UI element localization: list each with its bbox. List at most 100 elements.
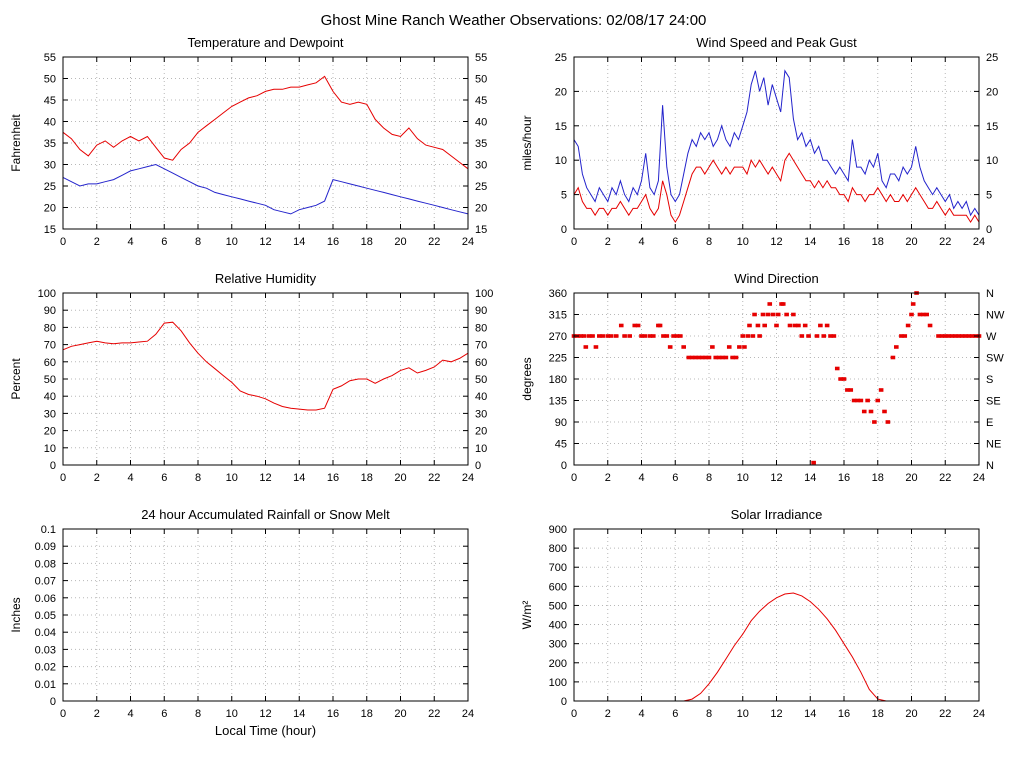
y-tick-label-right: 5 xyxy=(986,190,992,202)
x-tick-label: 0 xyxy=(60,472,66,484)
y-tick-label: 60 xyxy=(44,357,56,369)
y-tick-label-right: 15 xyxy=(986,121,998,133)
x-tick-label: 18 xyxy=(361,472,373,484)
x-tick-label: 8 xyxy=(706,708,712,720)
y-axis-label: degrees xyxy=(520,357,534,400)
y-tick-label-right: 80 xyxy=(475,322,487,334)
y-tick-label: 270 xyxy=(549,331,567,343)
y-tick-label: 800 xyxy=(549,543,567,555)
y-tick-label-right: 15 xyxy=(475,224,487,236)
y-tick-label: 600 xyxy=(549,581,567,593)
x-tick-label: 14 xyxy=(293,708,305,720)
x-tick-label: 16 xyxy=(327,708,339,720)
x-tick-label: 24 xyxy=(462,472,474,484)
x-tick-label: 0 xyxy=(60,708,66,720)
y-tick-label: 35 xyxy=(44,138,56,150)
y-tick-label: 20 xyxy=(555,86,567,98)
y-tick-label-right: 35 xyxy=(475,138,487,150)
x-tick-label: 14 xyxy=(293,472,305,484)
x-tick-label: 20 xyxy=(905,708,917,720)
x-tick-label: 10 xyxy=(737,472,749,484)
x-tick-label: 8 xyxy=(195,708,201,720)
x-tick-label: 22 xyxy=(939,236,951,248)
series-temperature xyxy=(62,75,469,170)
x-tick-label: 18 xyxy=(872,236,884,248)
x-tick-label: 14 xyxy=(804,472,816,484)
y-tick-label: 0 xyxy=(50,696,56,708)
plot-solar-irradiance: 0 2 4 6 8 10 12 14 16 18 20 22 240100200300400500600… xyxy=(520,507,985,720)
y-tick-label: 225 xyxy=(549,353,567,365)
y-tick-label: 70 xyxy=(44,340,56,352)
x-tick-label: 22 xyxy=(428,236,440,248)
charts-grid: 0 2 4 6 8 10 12 14 16 18 20 22 24 15 15 20 20 25 25 30 30 35 3… xyxy=(0,33,1027,741)
y-tick-label-right: 100 xyxy=(475,288,493,300)
compass-label: SE xyxy=(986,396,1001,408)
y-tick-label: 900 xyxy=(549,524,567,536)
compass-label: N xyxy=(986,288,994,300)
x-tick-label: 6 xyxy=(161,472,167,484)
compass-label: NW xyxy=(986,310,1005,322)
y-tick-label: 315 xyxy=(549,310,567,322)
series-humidity xyxy=(62,321,469,411)
y-tick-label-right: 90 xyxy=(475,305,487,317)
y-tick-label: 5 xyxy=(561,190,567,202)
y-tick-label: 15 xyxy=(555,121,567,133)
x-tick-label: 2 xyxy=(94,236,100,248)
y-tick-label: 20 xyxy=(44,426,56,438)
y-tick-label: 200 xyxy=(549,658,567,670)
x-tick-label: 20 xyxy=(394,708,406,720)
x-axis-label: Local Time (hour) xyxy=(215,723,316,738)
x-tick-label: 24 xyxy=(973,708,985,720)
x-tick-label: 16 xyxy=(327,236,339,248)
x-tick-label: 2 xyxy=(605,472,611,484)
y-tick-label: 700 xyxy=(549,562,567,574)
chart-solar-irradiance: 0 2 4 6 8 10 12 14 16 18 20 22 240100200300400500600… xyxy=(520,507,985,720)
x-tick-label: 12 xyxy=(259,708,271,720)
x-tick-label: 10 xyxy=(737,708,749,720)
y-tick-label-right: 25 xyxy=(986,52,998,64)
x-tick-label: 20 xyxy=(905,236,917,248)
x-tick-label: 6 xyxy=(161,708,167,720)
compass-label: SW xyxy=(986,353,1004,365)
series-dewpoint xyxy=(62,163,469,215)
x-tick-label: 8 xyxy=(195,472,201,484)
chart-accumulated-rainfall: 0 2 4 6 8 10 12 14 16 18 20 22 2400.010.020.030.040.… xyxy=(9,507,474,738)
x-tick-label: 0 xyxy=(571,236,577,248)
y-tick-label: 30 xyxy=(44,408,56,420)
y-tick-label-right: 0 xyxy=(475,460,481,472)
x-tick-label: 20 xyxy=(905,472,917,484)
y-tick-label: 180 xyxy=(549,374,567,386)
y-tick-label: 0.03 xyxy=(35,644,56,656)
y-tick-label: 25 xyxy=(555,52,567,64)
y-tick-label-right: 55 xyxy=(475,52,487,64)
x-tick-label: 4 xyxy=(638,236,644,248)
plot-accumulated-rainfall: 0 2 4 6 8 10 12 14 16 18 20 22 2400.010.020.030.040.… xyxy=(9,507,474,738)
x-tick-label: 2 xyxy=(605,708,611,720)
y-tick-label-right: 25 xyxy=(475,181,487,193)
y-tick-label-right: 60 xyxy=(475,357,487,369)
x-tick-label: 16 xyxy=(327,472,339,484)
plot-border xyxy=(573,528,980,702)
x-tick-label: 12 xyxy=(770,236,782,248)
y-tick-label: 90 xyxy=(555,417,567,429)
x-tick-label: 2 xyxy=(605,236,611,248)
y-tick-label: 10 xyxy=(555,155,567,167)
y-tick-label: 45 xyxy=(555,439,567,451)
x-tick-label: 18 xyxy=(361,236,373,248)
x-tick-label: 6 xyxy=(672,472,678,484)
y-tick-label-right: 50 xyxy=(475,74,487,86)
y-tick-label: 90 xyxy=(44,305,56,317)
y-tick-label: 0 xyxy=(561,696,567,708)
x-tick-label: 16 xyxy=(838,708,850,720)
x-tick-label: 24 xyxy=(462,236,474,248)
x-tick-label: 18 xyxy=(872,708,884,720)
x-tick-label: 12 xyxy=(770,472,782,484)
y-tick-label: 30 xyxy=(44,160,56,172)
compass-label: S xyxy=(986,374,993,386)
